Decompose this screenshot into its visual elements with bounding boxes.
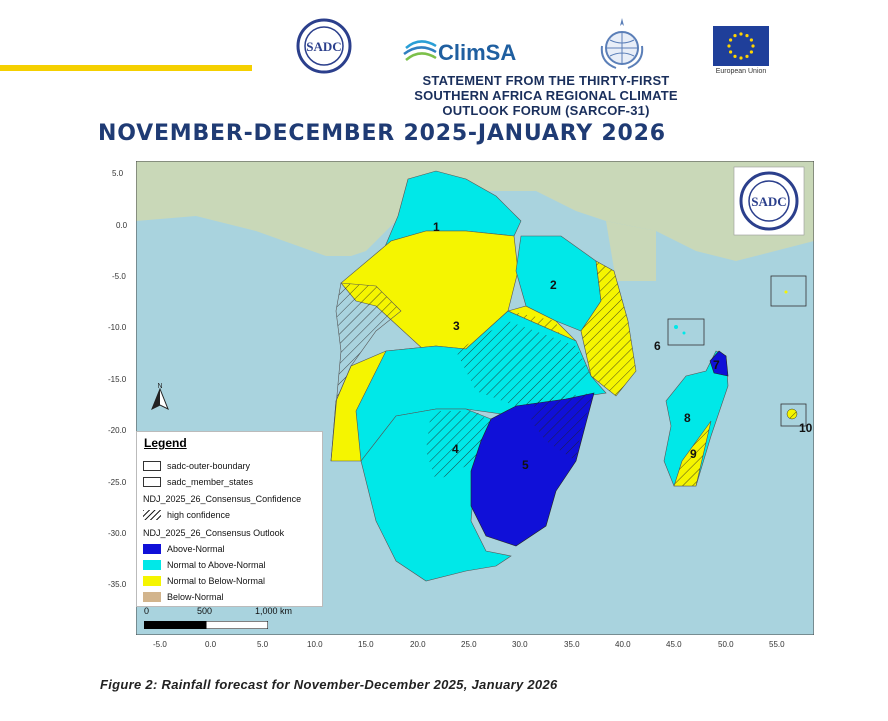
- climsa-logo: ClimSA: [403, 40, 516, 65]
- x-tick: 30.0: [512, 640, 528, 649]
- zone-8-polygon: [663, 350, 729, 487]
- eu-flag-logo: [713, 26, 769, 66]
- legend-swatch: [143, 510, 161, 520]
- legend-swatch: [143, 592, 161, 602]
- legend-item-high-confidence: high confidence: [143, 508, 230, 522]
- eu-star: [745, 54, 749, 58]
- map-legend: Legend sadc-outer-boundary sadc_member_s…: [136, 431, 323, 607]
- zone-label-10: 10: [799, 421, 813, 435]
- x-tick: 0.0: [205, 640, 217, 649]
- scalebar: [144, 621, 268, 629]
- sadc-logo: SADC: [296, 18, 352, 74]
- zone-6-box: [667, 318, 705, 346]
- legend-swatch: [143, 477, 161, 487]
- eu-star: [739, 56, 743, 60]
- scalebar-label-1000: 1,000 km: [255, 606, 293, 616]
- eu-star: [727, 44, 731, 48]
- legend-outlook-heading: NDJ_2025_26_Consensus Outlook: [143, 528, 285, 538]
- legend-item-member-states: sadc_member_states: [143, 475, 253, 489]
- x-tick: 35.0: [564, 640, 580, 649]
- zone-label-2: 2: [550, 278, 557, 292]
- eu-star: [739, 32, 743, 36]
- legend-item-above-normal: Above-Normal: [143, 542, 225, 556]
- eu-star: [745, 34, 749, 38]
- eu-star: [729, 50, 733, 54]
- zone-label-6: 6: [654, 339, 661, 353]
- zone-3-hatch-west: [330, 282, 402, 462]
- figure-caption: Figure 2: Rainfall forecast for November…: [100, 677, 558, 692]
- zone-label-7: 7: [713, 358, 720, 372]
- background-land: [136, 161, 814, 261]
- x-tick: 45.0: [666, 640, 682, 649]
- y-tick: 5.0: [112, 169, 124, 178]
- yellow-accent-rule: [0, 65, 252, 71]
- y-tick: -30.0: [108, 529, 127, 538]
- y-tick: 0.0: [116, 221, 128, 230]
- x-tick: -5.0: [153, 640, 167, 649]
- legend-swatch: [143, 576, 161, 586]
- legend-item-normal-to-above: Normal to Above-Normal: [143, 558, 266, 572]
- zone-label-3: 3: [453, 319, 460, 333]
- eu-star: [733, 34, 737, 38]
- eu-star: [751, 44, 755, 48]
- statement-line-3: OUTLOOK FORUM (SARCOF-31): [442, 103, 650, 118]
- eu-star: [749, 38, 753, 42]
- wmo-logo: [600, 18, 644, 69]
- y-tick: -25.0: [108, 478, 127, 487]
- statement-line-1: STATEMENT FROM THE THIRTY-FIRST: [422, 73, 670, 88]
- legend-title: Legend: [144, 436, 187, 450]
- y-tick: -10.0: [108, 323, 127, 332]
- x-tick: 55.0: [769, 640, 785, 649]
- x-tick: 5.0: [257, 640, 269, 649]
- x-tick: 25.0: [461, 640, 477, 649]
- zone-label-9: 9: [690, 447, 697, 461]
- x-tick: 50.0: [718, 640, 734, 649]
- zone-label-1: 1: [433, 220, 440, 234]
- scalebar-label-0: 0: [144, 606, 150, 616]
- islands-box-north: [770, 275, 807, 307]
- north-arrow-label: N: [157, 383, 162, 390]
- north-arrow: N: [151, 383, 169, 411]
- scalebar-label-500: 500: [197, 606, 213, 616]
- y-tick: -15.0: [108, 375, 127, 384]
- legend-item-outer-boundary: sadc-outer-boundary: [143, 459, 250, 473]
- y-tick: -35.0: [108, 580, 127, 589]
- legend-swatch: [143, 461, 161, 471]
- x-tick: 40.0: [615, 640, 631, 649]
- y-tick: -20.0: [108, 426, 127, 435]
- eu-star: [733, 54, 737, 58]
- eu-caption: European Union: [715, 68, 767, 75]
- map-sadc-logo-text: SADC: [751, 194, 786, 209]
- zone-10-box: [780, 403, 807, 427]
- sadc-logo-text: SADC: [306, 39, 341, 54]
- statement-heading: STATEMENT FROM THE THIRTY-FIRST SOUTHERN…: [360, 73, 732, 118]
- legend-item-normal-to-below: Normal to Below-Normal: [143, 574, 265, 588]
- statement-line-2: SOUTHERN AFRICA REGIONAL CLIMATE: [414, 88, 678, 103]
- zone-7-polygon: [709, 350, 729, 377]
- zone-label-5: 5: [522, 458, 529, 472]
- x-tick: 20.0: [410, 640, 426, 649]
- main-title: NOVEMBER-DECEMBER 2025-JANUARY 2026: [98, 121, 666, 146]
- x-tick: 10.0: [307, 640, 323, 649]
- climsa-logo-text: ClimSA: [438, 40, 516, 65]
- zone-label-4: 4: [452, 442, 459, 456]
- legend-item-below-normal: Below-Normal: [143, 590, 224, 604]
- legend-swatch: [143, 544, 161, 554]
- zone-label-8: 8: [684, 411, 691, 425]
- y-tick: -5.0: [112, 272, 126, 281]
- eu-star: [729, 38, 733, 42]
- legend-confidence-heading: NDJ_2025_26_Consensus_Confidence: [143, 494, 302, 504]
- legend-swatch: [143, 560, 161, 570]
- x-tick: 15.0: [358, 640, 374, 649]
- eu-star: [749, 50, 753, 54]
